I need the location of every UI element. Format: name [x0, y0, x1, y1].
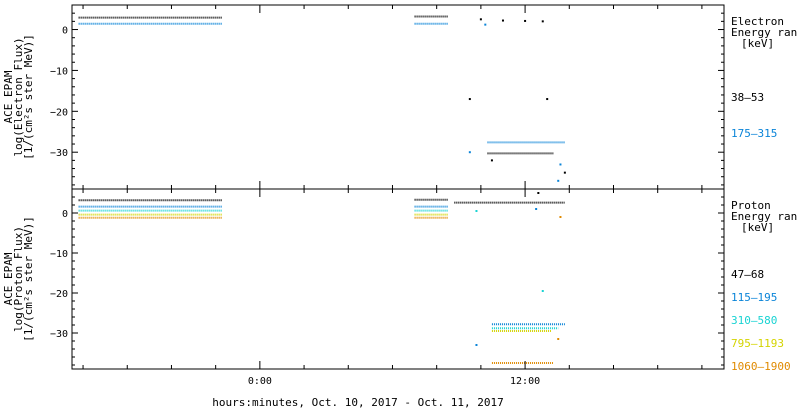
data-point-electron	[524, 19, 527, 22]
data-point-proton	[475, 210, 478, 212]
legend-entry-proton: 1060–1900	[731, 360, 791, 373]
data-point-proton	[475, 344, 478, 346]
legend-title-proton: Energy ran	[731, 210, 797, 223]
panel-frame-electron	[71, 4, 725, 190]
y-axis-label-electron: [1/(cm²s ster MeV)]	[22, 34, 35, 160]
data-point-electron	[468, 151, 471, 154]
y-axis-label-proton: log(Proton Flux)	[12, 226, 25, 332]
x-axis-label: hours:minutes, Oct. 10, 2017 - Oct. 11, …	[212, 396, 503, 409]
data-point-proton	[559, 216, 562, 218]
legend-title-proton: Proton	[731, 199, 771, 212]
data-point-electron	[479, 18, 482, 21]
data-point-electron	[559, 163, 562, 166]
legend-title-electron: [keV]	[741, 37, 774, 50]
data-point-electron	[563, 171, 566, 174]
legend-entry-proton: 310–580	[731, 314, 777, 327]
panel-frame-proton	[71, 188, 725, 370]
y-axis-label-proton: ACE EPAM	[2, 252, 15, 305]
legend-entry-proton: 47–68	[731, 268, 764, 281]
y-tick-label-electron: −20	[50, 107, 68, 118]
data-point-proton	[557, 338, 560, 340]
x-tick-label: 12:00	[510, 376, 540, 387]
data-point-proton	[535, 208, 538, 210]
data-point-electron	[541, 20, 544, 23]
y-tick-label-electron: −30	[50, 148, 68, 159]
legend-entry-proton: 795–1193	[731, 337, 784, 350]
y-axis-label-proton: [1/(cm²s ster MeV)]	[22, 216, 35, 342]
legend-title-electron: Electron	[731, 15, 784, 28]
legend-entry-electron: 38–53	[731, 91, 764, 104]
data-point-proton	[537, 192, 540, 194]
y-tick-label-electron: −10	[50, 66, 68, 77]
data-point-electron	[490, 159, 493, 162]
legend-title-proton: [keV]	[741, 221, 774, 234]
y-tick-label-proton: −30	[50, 329, 68, 340]
legend-entry-proton: 115–195	[731, 291, 777, 304]
data-point-electron	[468, 98, 471, 101]
legend-title-electron: Energy ran	[731, 26, 797, 39]
y-tick-label-proton: 0	[62, 209, 68, 220]
data-point-proton	[541, 290, 544, 292]
legend-entry-electron: 175–315	[731, 127, 777, 140]
data-point-electron	[484, 23, 487, 26]
y-tick-label-proton: −10	[50, 249, 68, 260]
x-tick-label: 0:00	[248, 376, 272, 387]
y-tick-label-electron: 0	[62, 26, 68, 37]
y-axis-label-electron: log(Electron Flux)	[12, 37, 25, 156]
data-point-electron	[557, 179, 560, 182]
y-tick-label-proton: −20	[50, 289, 68, 300]
y-axis-label-electron: ACE EPAM	[2, 70, 15, 123]
data-point-electron	[546, 98, 549, 101]
data-point-electron	[501, 19, 504, 22]
